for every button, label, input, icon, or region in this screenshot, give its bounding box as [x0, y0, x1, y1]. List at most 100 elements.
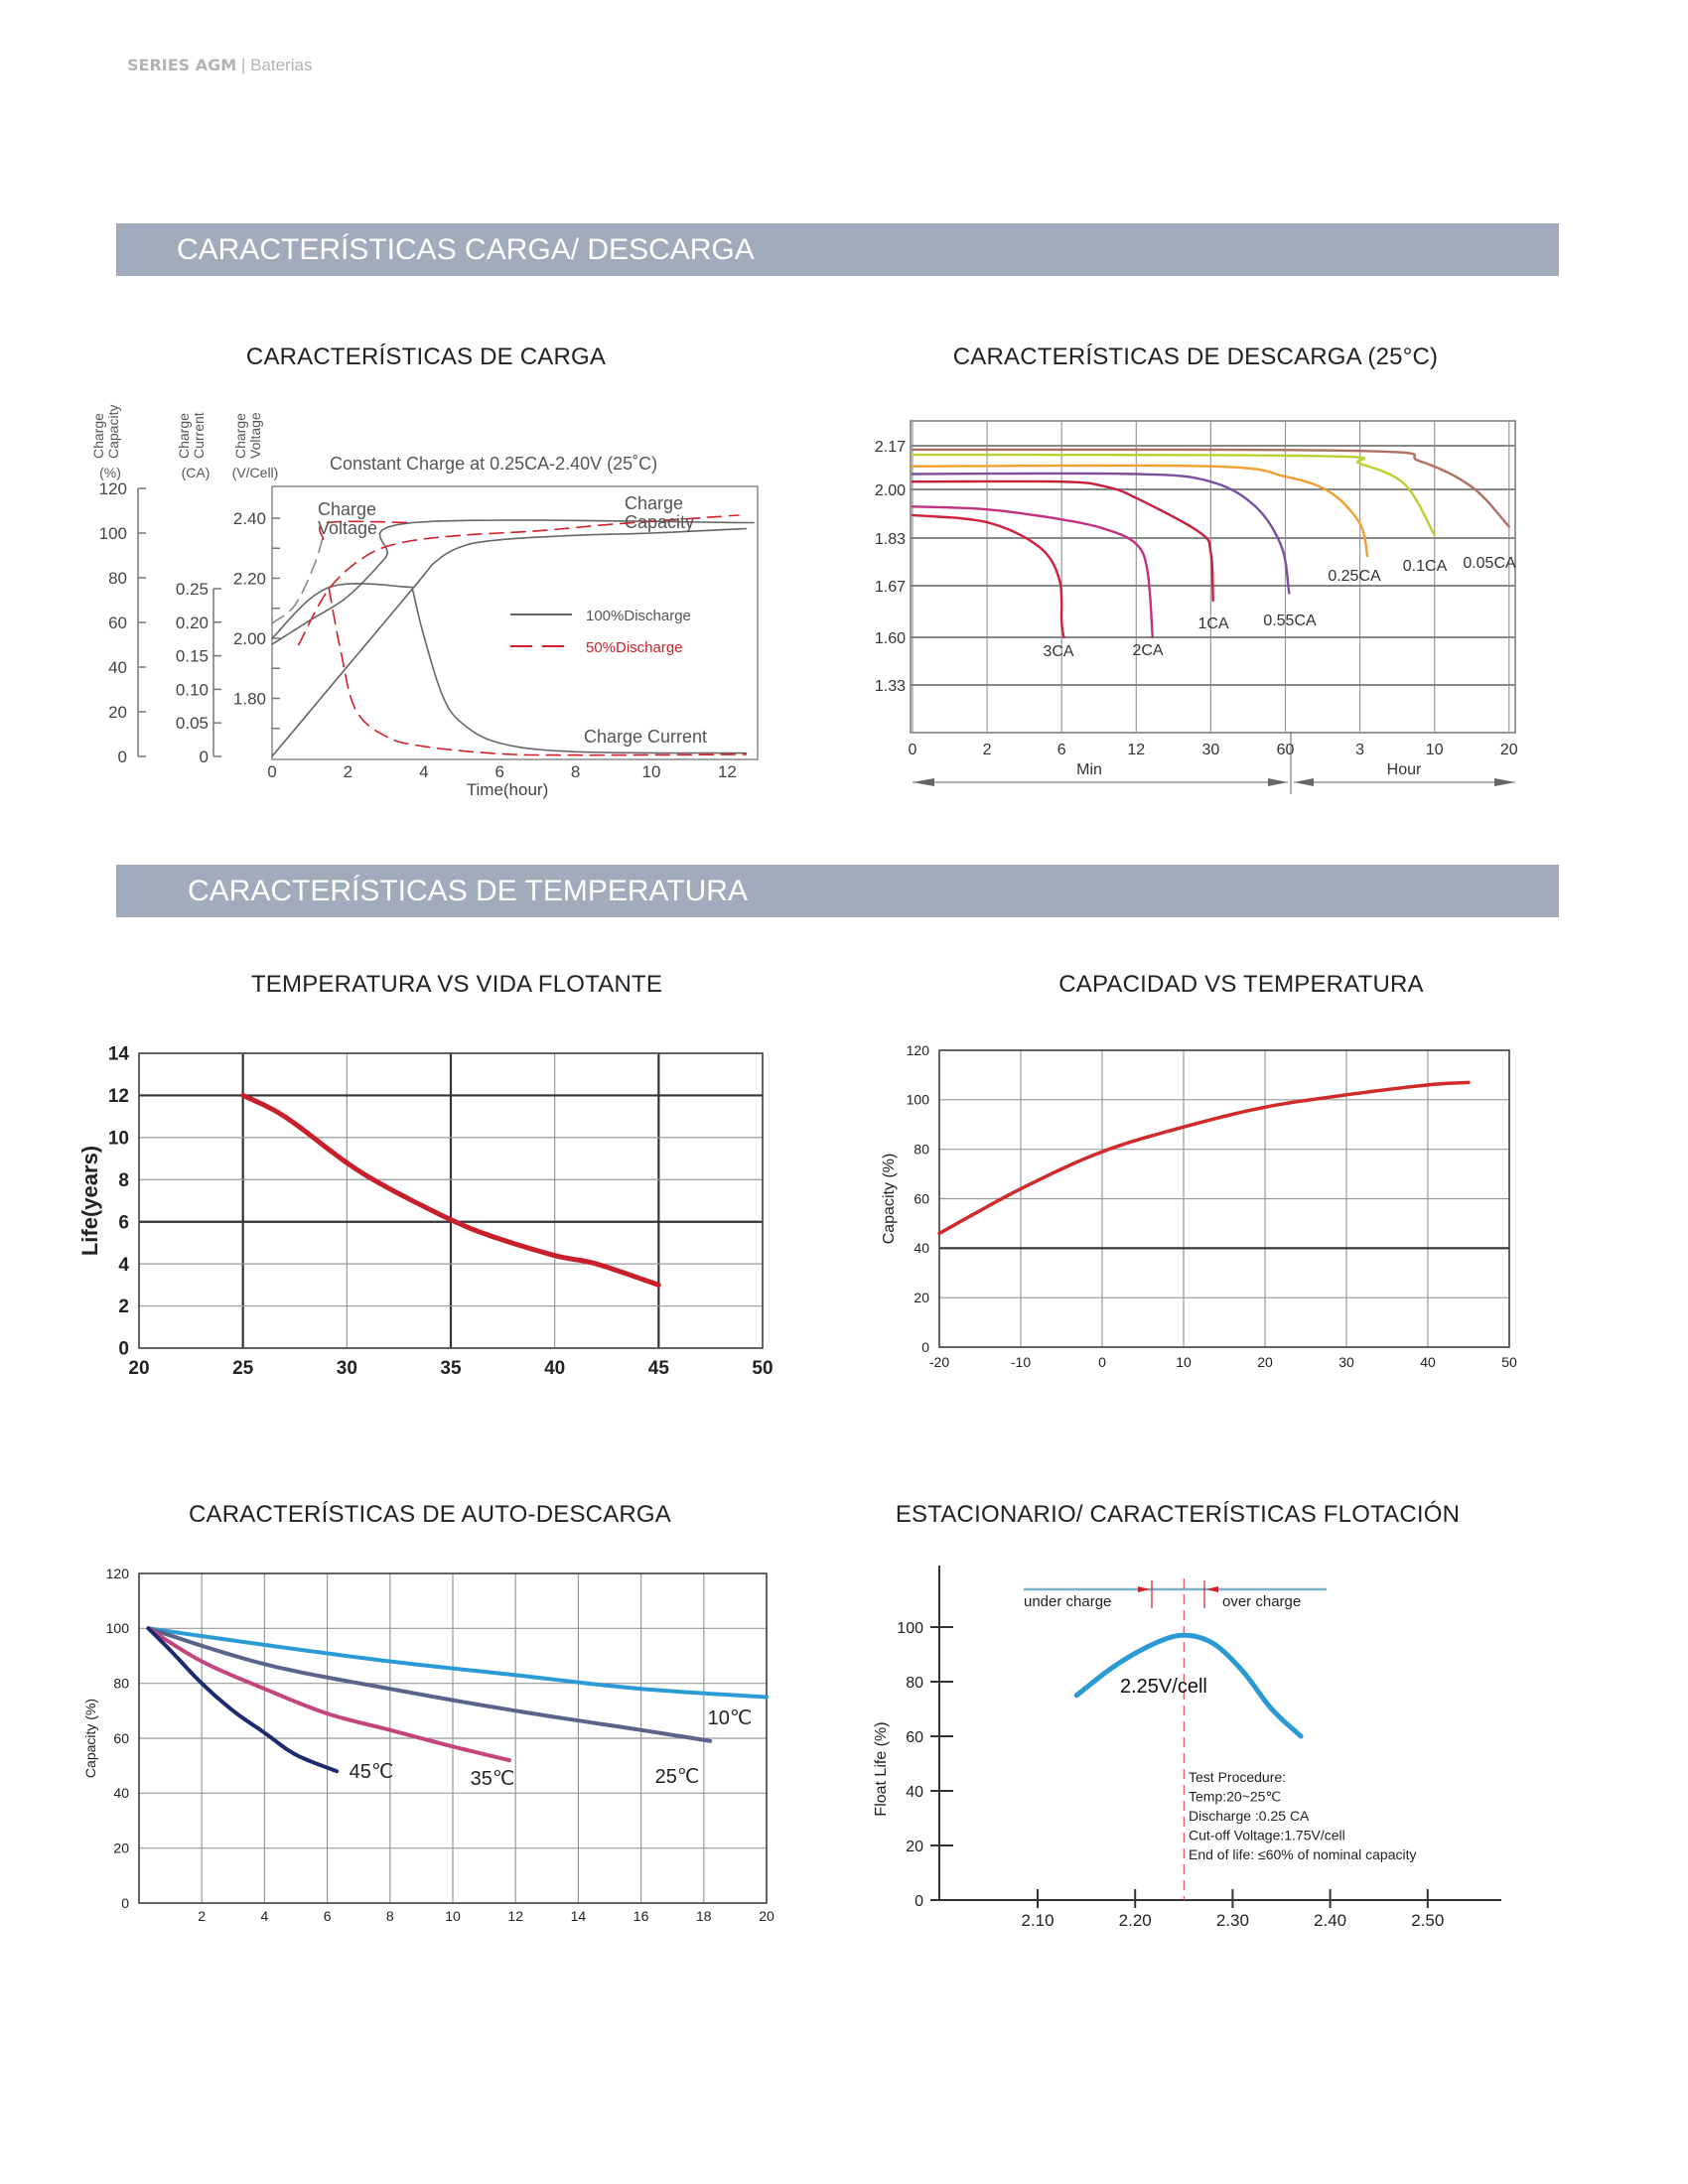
series-capacity-100: [271, 527, 748, 757]
life-x-tick-label: 20: [128, 1358, 149, 1379]
self-discharge-label: 45℃: [350, 1761, 394, 1783]
discharge-y-tick-label: 1.83: [875, 531, 906, 548]
subtitle-capacity: CAPACIDAD VS TEMPERATURA: [1058, 971, 1424, 998]
header-separator: |: [240, 56, 246, 74]
capacity_temp-series-capacity: [937, 1080, 1471, 1236]
series-current-100: [411, 588, 748, 754]
subtitle-discharge: CARACTERÍSTICAS DE DESCARGA (25°C): [952, 343, 1439, 370]
capacity-tick-label: 80: [108, 569, 127, 588]
self_discharge-y-axis-label: Capacity (%): [82, 1699, 98, 1778]
capacity-tick-label: 100: [99, 524, 127, 543]
discharge-x-tick-label: 20: [1500, 742, 1518, 758]
float-y-tick-label: 60: [906, 1729, 923, 1746]
current-tick-label: 0.10: [176, 680, 209, 699]
time-axis-label: Time(hour): [467, 780, 549, 799]
discharge-curve-label: 2CA: [1132, 642, 1163, 659]
capacity_temp-y-tick-label: 0: [921, 1339, 929, 1355]
self_discharge-series-35℃: [146, 1626, 511, 1763]
header-category: Baterias: [250, 56, 313, 74]
float-y-tick-label: 20: [906, 1839, 923, 1855]
self_discharge-series-45℃: [146, 1626, 340, 1774]
self_discharge-y-tick-label: 0: [121, 1895, 129, 1911]
time-tick-label: 6: [494, 762, 503, 781]
time-tick-label: 12: [718, 762, 737, 781]
annotation-charge-capacity: Capacity: [625, 512, 694, 532]
float-y-tick-label: 40: [906, 1784, 923, 1801]
time-tick-label: 2: [344, 762, 352, 781]
discharge-x-tick-label: 2: [983, 742, 992, 758]
annotation-charge-voltage: Charge: [318, 499, 376, 519]
current-tick-label: 0.20: [176, 614, 209, 632]
voltage-tick-label: 2.00: [233, 629, 266, 648]
series-capacity-50: [297, 514, 740, 646]
life-x-tick-label: 40: [544, 1358, 565, 1379]
self-discharge-label: 35℃: [471, 1768, 515, 1790]
arrow-right-icon: [1494, 778, 1515, 786]
series-voltage-50: [319, 520, 414, 540]
series-voltage-50-gray: [271, 535, 325, 624]
test-procedure-note: Test Procedure:: [1189, 1769, 1286, 1785]
axis-header-current: Current: [191, 412, 207, 459]
discharge-plot-frame: [910, 420, 1516, 734]
discharge-y-tick-label: 2.17: [875, 439, 906, 456]
capacity_temp-y-tick-label: 20: [914, 1290, 929, 1305]
axis-unit-capacity: (%): [99, 465, 121, 480]
life-x-tick-label: 30: [337, 1358, 357, 1379]
discharge-y-tick-label: 1.33: [875, 678, 906, 695]
self_discharge-x-tick-label: 20: [759, 1908, 774, 1924]
test-procedure-note: End of life: ≤60% of nominal capacity: [1189, 1846, 1416, 1862]
annotation-charge-capacity: Charge: [625, 493, 683, 513]
self_discharge-y-tick-label: 60: [113, 1730, 129, 1746]
series-voltage-100: [271, 519, 755, 645]
capacity_temp-x-tick-label: 40: [1420, 1354, 1436, 1370]
life-x-tick-label: 25: [232, 1358, 254, 1379]
series-voltage-100-b: [271, 583, 414, 639]
axis-header-current: Charge: [176, 413, 192, 459]
capacity_temp-y-tick-label: 120: [907, 1042, 930, 1058]
self_discharge-y-tick-label: 20: [113, 1841, 129, 1856]
life-series-life: [240, 1092, 661, 1288]
float-x-tick-label: 2.30: [1216, 1911, 1249, 1930]
current-tick-label: 0: [200, 748, 209, 766]
capacity_temp-x-tick-label: -20: [929, 1354, 949, 1370]
self_discharge-x-tick-label: 14: [571, 1908, 587, 1924]
discharge-curve-1CA: [911, 479, 1214, 603]
current-tick-label: 0.25: [176, 580, 209, 599]
capacity_temp-y-tick-label: 100: [907, 1092, 930, 1108]
capacity-tick-label: 20: [108, 703, 127, 722]
float-x-tick-label: 2.10: [1021, 1911, 1054, 1930]
discharge-curve-label: 1CA: [1197, 615, 1228, 632]
capacity_temp-x-tick-label: 50: [1501, 1354, 1517, 1370]
voltage-tick-label: 2.40: [233, 509, 266, 528]
discharge-x-tick-label: 10: [1426, 742, 1444, 758]
min-label: Min: [1076, 761, 1102, 778]
life-x-tick-label: 50: [752, 1358, 773, 1379]
discharge-x-tick-label: 12: [1127, 742, 1145, 758]
self_discharge-series-25℃: [146, 1626, 713, 1743]
self_discharge-plot-frame: [138, 1572, 768, 1904]
life-y-tick-label: 10: [108, 1129, 129, 1150]
life-y-tick-label: 0: [118, 1339, 129, 1360]
axis-header-capacity: Capacity: [105, 405, 121, 459]
discharge-curve-0.05CA: [911, 448, 1510, 528]
subtitle-float: ESTACIONARIO/ CARACTERÍSTICAS FLOTACIÓN: [895, 1501, 1461, 1528]
axis-header-voltage: Voltage: [247, 412, 263, 459]
discharge-x-tick-label: 30: [1202, 742, 1220, 758]
self_discharge-x-tick-label: 8: [386, 1908, 394, 1924]
self_discharge-x-tick-label: 6: [324, 1908, 332, 1924]
time-tick-label: 4: [419, 762, 428, 781]
capacity-tick-label: 0: [118, 748, 127, 766]
subtitle-self-discharge: CARACTERÍSTICAS DE AUTO-DESCARGA: [188, 1501, 672, 1528]
capacity_temp-y-tick-label: 40: [914, 1240, 929, 1256]
float-x-tick-label: 2.20: [1119, 1911, 1152, 1930]
capacity_temp-x-tick-label: 30: [1338, 1354, 1354, 1370]
life-x-tick-label: 35: [440, 1358, 462, 1379]
capacity-tick-label: 40: [108, 658, 127, 677]
time-tick-label: 10: [642, 762, 661, 781]
float-y-axis-label: Float Life (%): [873, 1721, 890, 1816]
self_discharge-series-10℃: [146, 1626, 769, 1700]
subtitle-life: TEMPERATURA VS VIDA FLOTANTE: [250, 971, 663, 998]
arrow-left-icon: [1138, 1586, 1150, 1592]
capacity_temp-y-tick-label: 60: [914, 1190, 929, 1206]
